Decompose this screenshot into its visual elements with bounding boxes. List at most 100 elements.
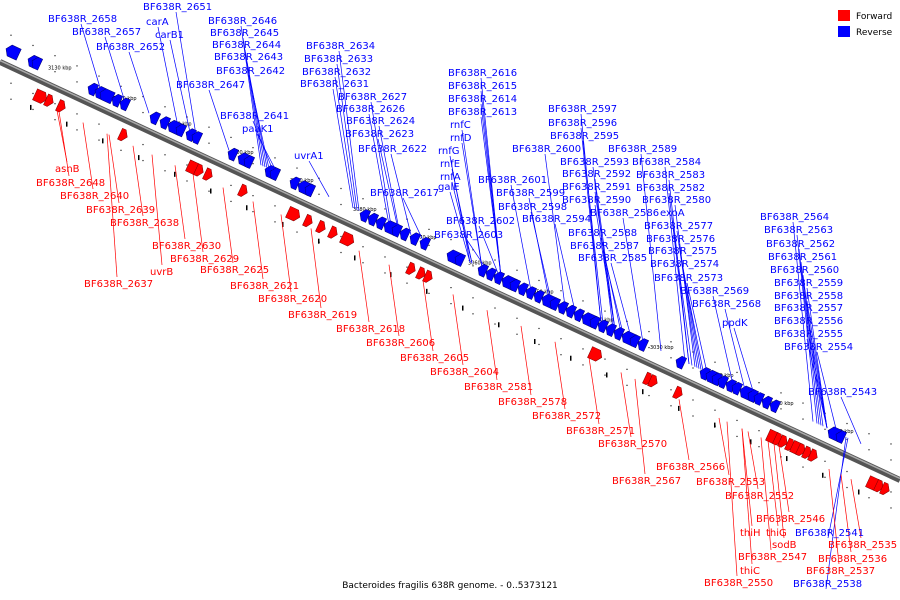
- reverse-gene-arrow[interactable]: [603, 322, 618, 338]
- reverse-gene-label: BF638R_2588: [568, 228, 637, 239]
- reverse-gene-arrow[interactable]: [555, 300, 570, 315]
- forward-gene-arrow[interactable]: [43, 93, 55, 108]
- guide-dot: [406, 266, 408, 268]
- reverse-gene-arrow[interactable]: [627, 333, 642, 349]
- forward-connector: [747, 431, 759, 490]
- reverse-gene-arrow[interactable]: [507, 277, 522, 293]
- reverse-gene-arrow[interactable]: [491, 270, 506, 286]
- reverse-gene-arrow[interactable]: [595, 318, 610, 334]
- reverse-gene-arrow[interactable]: [715, 374, 730, 390]
- reverse-gene-arrow[interactable]: [389, 223, 404, 238]
- reverse-gene-arrow[interactable]: [97, 87, 116, 105]
- reverse-gene-arrow[interactable]: [85, 81, 100, 97]
- reverse-gene-arrow[interactable]: [587, 315, 602, 330]
- forward-gene-arrow[interactable]: [873, 479, 885, 493]
- reverse-connector: [466, 239, 488, 271]
- guide-dot: [142, 159, 144, 162]
- guide-dot: [516, 317, 518, 319]
- forward-gene-arrow[interactable]: [801, 445, 813, 460]
- forward-gene-arrow[interactable]: [193, 163, 205, 178]
- reverse-connector: [332, 88, 354, 209]
- reverse-gene-arrow[interactable]: [29, 55, 44, 71]
- forward-gene-arrow[interactable]: [777, 434, 789, 449]
- forward-gene-arrow[interactable]: [117, 127, 129, 142]
- forward-gene-arrow[interactable]: [285, 205, 302, 222]
- reverse-connector: [80, 23, 102, 92]
- reverse-gene-arrow[interactable]: [547, 296, 562, 312]
- reverse-gene-arrow[interactable]: [745, 388, 760, 403]
- forward-gene-arrow[interactable]: [202, 167, 214, 182]
- reverse-gene-arrow[interactable]: [751, 391, 766, 406]
- reverse-gene-label: BF638R_2642: [216, 66, 285, 77]
- reverse-gene-arrow[interactable]: [531, 289, 546, 304]
- reverse-gene-arrow[interactable]: [3, 43, 22, 61]
- reverse-gene-arrow[interactable]: [709, 371, 724, 387]
- reverse-gene-arrow[interactable]: [515, 281, 530, 297]
- reverse-gene-label: BF638R_2543: [808, 387, 877, 398]
- forward-gene-arrow[interactable]: [302, 213, 314, 228]
- guide-dot: [98, 75, 100, 77]
- forward-gene-arrow[interactable]: [879, 481, 891, 496]
- forward-gene-arrow[interactable]: [415, 266, 427, 281]
- guide-dot: [340, 235, 342, 238]
- forward-gene-arrow[interactable]: [422, 269, 434, 284]
- reverse-gene-arrow[interactable]: [373, 215, 388, 231]
- reverse-gene-arrow[interactable]: [723, 378, 738, 393]
- guide-dot: [208, 142, 210, 144]
- reverse-gene-arrow[interactable]: [635, 337, 650, 352]
- guide-dot: [406, 282, 408, 284]
- forward-connector: [132, 145, 144, 217]
- forward-connector: [634, 378, 646, 475]
- reverse-connector: [377, 138, 399, 229]
- reverse-gene-arrow[interactable]: [189, 130, 204, 145]
- reverse-gene-arrow[interactable]: [563, 303, 578, 319]
- reverse-gene-arrow[interactable]: [571, 307, 586, 323]
- track-tick: [102, 138, 104, 144]
- reverse-connector: [461, 142, 483, 268]
- forward-gene-arrow[interactable]: [795, 442, 807, 457]
- forward-gene-arrow[interactable]: [237, 183, 249, 198]
- reverse-gene-arrow[interactable]: [109, 93, 124, 108]
- forward-gene-arrow[interactable]: [647, 374, 659, 388]
- reverse-gene-arrow[interactable]: [833, 429, 848, 444]
- guide-dot: [560, 354, 562, 356]
- reverse-gene-arrow[interactable]: [523, 285, 538, 300]
- forward-gene-arrow[interactable]: [587, 346, 604, 363]
- reverse-gene-label: rnfD: [450, 133, 472, 144]
- forward-gene-arrow[interactable]: [55, 99, 67, 113]
- track-tick: [498, 322, 500, 328]
- reverse-gene-arrow[interactable]: [673, 355, 688, 370]
- reverse-gene-arrow[interactable]: [483, 266, 498, 282]
- reverse-gene-arrow[interactable]: [183, 127, 198, 142]
- forward-gene-arrow[interactable]: [315, 219, 327, 234]
- reverse-gene-arrow[interactable]: [117, 96, 132, 112]
- reverse-gene-arrow[interactable]: [225, 146, 240, 162]
- reverse-gene-arrow[interactable]: [357, 208, 372, 223]
- reverse-connector: [208, 89, 230, 151]
- forward-gene-arrow[interactable]: [672, 385, 684, 400]
- reverse-gene-arrow[interactable]: [452, 252, 467, 267]
- reverse-connector: [800, 261, 822, 426]
- forward-gene-label: BF638R_2546: [756, 514, 825, 525]
- reverse-gene-arrow[interactable]: [759, 394, 774, 410]
- forward-gene-arrow[interactable]: [327, 225, 339, 240]
- reverse-gene-arrow[interactable]: [302, 182, 317, 198]
- reverse-connector: [582, 140, 604, 325]
- reverse-gene-arrow[interactable]: [697, 366, 712, 381]
- forward-gene-arrow[interactable]: [339, 231, 356, 247]
- reverse-gene-arrow[interactable]: [767, 398, 782, 414]
- reverse-gene-arrow[interactable]: [147, 110, 162, 126]
- reverse-gene-arrow[interactable]: [157, 115, 172, 130]
- reverse-gene-arrow[interactable]: [241, 154, 256, 169]
- track-tick: [678, 405, 680, 411]
- forward-gene-arrow[interactable]: [32, 88, 49, 105]
- reverse-gene-arrow[interactable]: [287, 175, 302, 191]
- reverse-gene-arrow[interactable]: [173, 122, 188, 138]
- reverse-gene-arrow[interactable]: [729, 381, 744, 396]
- forward-gene-arrow[interactable]: [807, 448, 819, 463]
- guide-dot: [692, 367, 694, 369]
- forward-gene-arrow[interactable]: [405, 261, 417, 276]
- reverse-gene-arrow[interactable]: [365, 211, 380, 227]
- reverse-gene-arrow[interactable]: [475, 263, 490, 278]
- reverse-gene-label: BF638R_2652: [96, 42, 165, 53]
